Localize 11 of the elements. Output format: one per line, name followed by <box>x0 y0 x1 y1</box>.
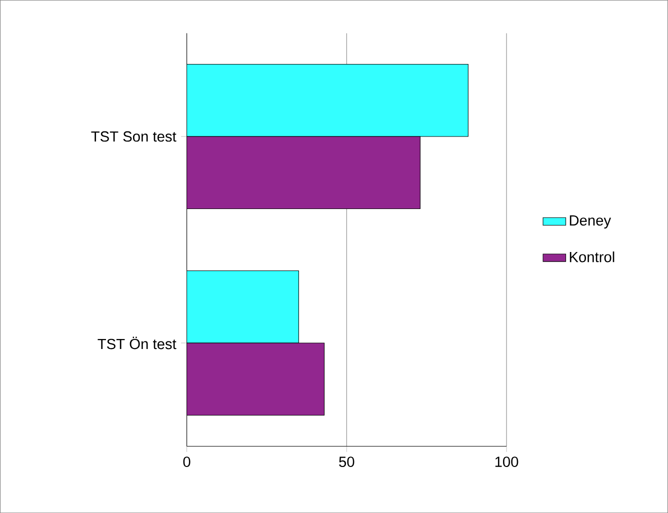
bar <box>186 136 420 209</box>
legend-label: Kontrol <box>570 251 614 262</box>
y-tick-label: TST Ön test <box>98 336 176 350</box>
bar <box>186 64 468 137</box>
x-tick-label: 100 <box>495 456 518 467</box>
bar <box>186 270 299 344</box>
x-tick-label: 50 <box>339 456 354 467</box>
bar <box>186 342 325 416</box>
x-tick-label: 0 <box>183 456 190 467</box>
legend-label: Deney <box>570 215 612 228</box>
y-tick-label: TST Son test <box>91 131 176 142</box>
